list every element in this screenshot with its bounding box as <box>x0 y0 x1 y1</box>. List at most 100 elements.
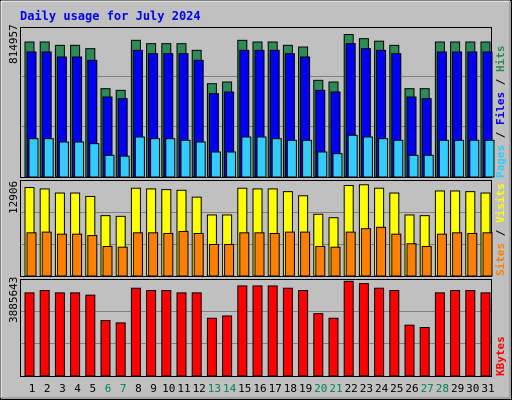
x-tick-label: 4 <box>74 382 81 395</box>
bar-sites-day-6 <box>102 246 113 277</box>
bar-sites-day-17 <box>269 232 280 277</box>
bar-pages-day-21 <box>332 153 343 178</box>
x-tick-label: 7 <box>120 382 127 395</box>
x-tick-label: 26 <box>405 382 418 395</box>
bar-pages-day-8 <box>134 136 145 178</box>
x-tick-label: 11 <box>177 382 190 395</box>
bar-pages-day-13 <box>210 151 221 178</box>
bar-sites-day-25 <box>391 233 402 277</box>
bar-kbytes-day-22 <box>343 280 354 377</box>
bar-kbytes-day-16 <box>252 285 263 377</box>
bar-pages-day-12 <box>195 141 206 178</box>
x-tick-label: 2 <box>44 382 51 395</box>
bar-pages-day-14 <box>226 151 237 178</box>
x-tick-label: 24 <box>375 382 389 395</box>
bar-kbytes-day-8 <box>130 287 141 377</box>
bar-sites-day-7 <box>117 246 128 277</box>
bar-sites-day-20 <box>315 246 326 277</box>
x-tick-label: 3 <box>59 382 66 395</box>
bar-kbytes-day-12 <box>191 292 202 377</box>
bar-sites-day-28 <box>436 233 447 277</box>
bar-sites-day-4 <box>72 233 83 277</box>
legend-sites: Sites <box>494 243 507 276</box>
bar-sites-day-23 <box>360 228 371 277</box>
legend-hits: Hits <box>494 46 507 73</box>
bar-pages-day-25 <box>393 139 404 178</box>
bar-kbytes-day-18 <box>282 287 293 377</box>
bar-kbytes-day-14 <box>222 315 233 377</box>
x-tick-label: 8 <box>135 382 142 395</box>
bar-sites-day-9 <box>148 232 159 277</box>
bar-pages-day-18 <box>286 139 297 178</box>
bar-kbytes-day-2 <box>39 290 50 377</box>
x-tick-label: 23 <box>360 382 373 395</box>
bar-pages-day-20 <box>317 151 328 178</box>
bar-kbytes-day-1 <box>24 292 35 377</box>
bar-kbytes-day-5 <box>85 294 96 377</box>
x-tick-label: 12 <box>193 382 206 395</box>
bar-sites-day-3 <box>56 233 67 277</box>
bar-sites-day-18 <box>284 231 295 277</box>
bar-sites-day-30 <box>467 232 478 277</box>
bar-pages-day-22 <box>347 134 358 178</box>
x-tick-label: 1 <box>29 382 36 395</box>
bar-pages-day-9 <box>150 138 161 178</box>
x-tick-label: 22 <box>345 382 358 395</box>
bar-pages-day-5 <box>89 143 100 178</box>
x-tick-label: 20 <box>314 382 327 395</box>
y-max-label-kbytes: 3885643 <box>7 277 20 323</box>
bar-kbytes-day-26 <box>404 324 415 377</box>
bar-sites-day-12 <box>193 232 204 277</box>
bars-layer <box>24 34 495 377</box>
x-tick-label: 16 <box>253 382 266 395</box>
bar-kbytes-day-19 <box>298 290 309 377</box>
bar-sites-day-19 <box>300 231 311 277</box>
bar-pages-day-10 <box>165 138 176 178</box>
bar-kbytes-day-29 <box>450 290 461 377</box>
bar-sites-day-26 <box>406 243 417 277</box>
x-tick-label: 13 <box>208 382 221 395</box>
x-tick-label: 27 <box>421 382 434 395</box>
x-tick-label: 17 <box>269 382 282 395</box>
x-tick-label: 5 <box>89 382 96 395</box>
bar-pages-day-15 <box>241 136 252 178</box>
bar-kbytes-day-3 <box>54 292 65 377</box>
x-tick-label: 25 <box>390 382 403 395</box>
bar-sites-day-24 <box>376 226 387 277</box>
bar-pages-day-29 <box>454 139 465 178</box>
bar-sites-day-15 <box>239 232 250 277</box>
legend-visits-sites: Sites / Visits <box>494 183 507 276</box>
bar-sites-day-29 <box>452 232 463 277</box>
legend-kbytes: KBytes <box>494 336 507 376</box>
legend-files: Files <box>494 92 507 125</box>
bar-pages-day-2 <box>43 138 54 178</box>
x-tick-label: 9 <box>150 382 157 395</box>
bar-kbytes-day-31 <box>480 292 491 377</box>
bar-kbytes-day-24 <box>374 287 385 377</box>
bar-pages-day-4 <box>74 141 85 178</box>
x-tick-label: 29 <box>451 382 464 395</box>
bar-pages-day-19 <box>302 139 313 178</box>
bar-kbytes-day-4 <box>70 292 81 377</box>
chart-title: Daily usage for July 2024 <box>20 9 201 23</box>
bar-pages-day-26 <box>408 154 419 178</box>
bar-sites-day-14 <box>224 243 235 277</box>
bar-kbytes-day-23 <box>358 283 369 377</box>
bar-kbytes-day-6 <box>100 320 111 377</box>
bar-sites-day-22 <box>345 231 356 277</box>
bar-kbytes-day-30 <box>465 290 476 377</box>
bar-kbytes-day-9 <box>146 290 157 377</box>
bar-pages-day-23 <box>362 136 373 178</box>
y-max-label-visits: 12906 <box>7 181 20 214</box>
x-tick-label: 31 <box>481 382 494 395</box>
bar-kbytes-day-28 <box>434 292 445 377</box>
bar-pages-day-3 <box>58 141 69 178</box>
bar-sites-day-27 <box>421 246 432 277</box>
bar-pages-day-11 <box>180 139 191 178</box>
x-tick-label: 28 <box>436 382 449 395</box>
bar-kbytes-day-10 <box>161 290 172 377</box>
x-axis-labels: 1 2 3 4 5 6 7 8 9 10 11 12 13 14 15 16 17 18 19 20 21 22 23 24 2… <box>29 382 495 395</box>
bar-sites-day-31 <box>482 232 493 277</box>
x-tick-label: 6 <box>105 382 112 395</box>
bar-pages-day-24 <box>378 138 389 178</box>
